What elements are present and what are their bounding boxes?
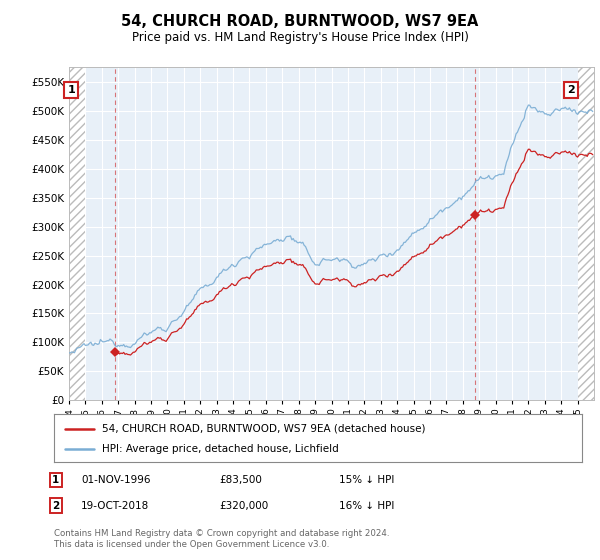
Text: 2: 2 xyxy=(567,85,575,95)
Text: 1: 1 xyxy=(68,85,76,95)
Text: 19-OCT-2018: 19-OCT-2018 xyxy=(81,501,149,511)
Text: 16% ↓ HPI: 16% ↓ HPI xyxy=(339,501,394,511)
Text: 2: 2 xyxy=(52,501,59,511)
Text: 01-NOV-1996: 01-NOV-1996 xyxy=(81,475,151,485)
Bar xyxy=(578,67,594,400)
Text: Price paid vs. HM Land Registry's House Price Index (HPI): Price paid vs. HM Land Registry's House … xyxy=(131,31,469,44)
Text: 1: 1 xyxy=(52,475,59,485)
Text: HPI: Average price, detached house, Lichfield: HPI: Average price, detached house, Lich… xyxy=(101,444,338,454)
Bar xyxy=(69,67,85,400)
Text: Contains HM Land Registry data © Crown copyright and database right 2024.
This d: Contains HM Land Registry data © Crown c… xyxy=(54,529,389,549)
Text: £83,500: £83,500 xyxy=(219,475,262,485)
Text: 54, CHURCH ROAD, BURNTWOOD, WS7 9EA (detached house): 54, CHURCH ROAD, BURNTWOOD, WS7 9EA (det… xyxy=(101,424,425,433)
Text: 54, CHURCH ROAD, BURNTWOOD, WS7 9EA: 54, CHURCH ROAD, BURNTWOOD, WS7 9EA xyxy=(121,14,479,29)
Text: £320,000: £320,000 xyxy=(219,501,268,511)
Text: 15% ↓ HPI: 15% ↓ HPI xyxy=(339,475,394,485)
